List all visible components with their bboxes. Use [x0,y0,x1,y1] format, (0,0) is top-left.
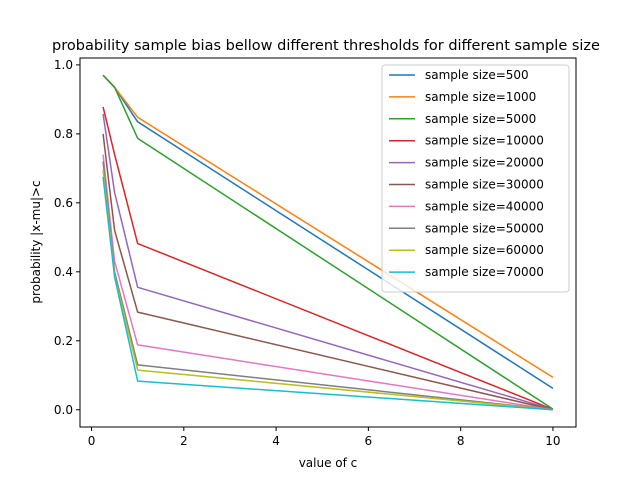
x-tick-label: 8 [457,434,465,448]
x-tick-label: 4 [272,434,280,448]
y-tick-label: 1.0 [54,58,73,72]
series-line-6 [102,133,554,411]
chart-title: probability sample bias bellow different… [52,38,600,54]
legend: sample size=500 sample size=1000 sample si… [381,64,570,293]
plot-frame [79,57,577,428]
y-tick-label: 0.6 [54,196,73,210]
series-line-3 [102,74,554,410]
legend-entry: sample size=20000 [425,156,544,170]
y-tick-label: 0.4 [54,265,73,279]
x-tick-label: 2 [180,434,188,448]
y-tick-label: 0.0 [54,403,73,417]
y-tick-label: 0.8 [54,127,73,141]
y-axis-label: probability |x-mu|>c [29,180,43,303]
x-axis-label: value of c [299,456,358,470]
series-line-7 [102,154,554,411]
series-line-10 [102,176,553,411]
x-tick-label: 6 [365,434,373,448]
legend-entry: sample size=30000 [425,178,544,192]
x-tick-label: 10 [545,434,560,448]
legend-entry: sample size=5000 [425,112,536,126]
series-line-4 [102,106,554,411]
legend-entry: sample size=60000 [425,243,544,257]
series-line-5 [102,113,554,411]
legend-entry: sample size=500 [425,68,529,82]
plot-area: 0 2 4 6 8 10 0.0 0.2 0.4 0.6 0.8 1.0 [54,58,561,448]
y-tick-label: 0.2 [54,334,73,348]
legend-entry: sample size=70000 [425,265,544,279]
legend-entry: sample size=40000 [425,199,544,213]
legend-entry: sample size=10000 [425,134,544,148]
x-tick-label: 0 [88,434,96,448]
legend-entry: sample size=50000 [425,221,544,235]
legend-box [381,64,570,293]
legend-entry: sample size=1000 [425,90,536,104]
